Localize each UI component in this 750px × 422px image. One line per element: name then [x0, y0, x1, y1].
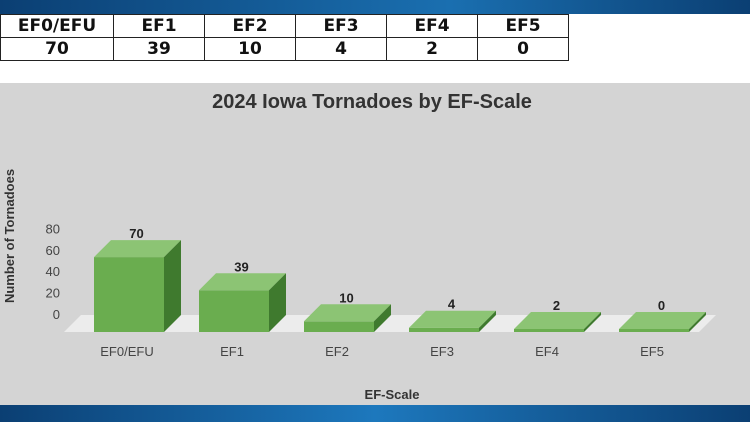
- bar: 4: [409, 297, 496, 332]
- top-banner: [0, 0, 750, 14]
- bar-front-face: [619, 329, 689, 332]
- bar-top-face: [304, 304, 391, 322]
- bar-data-label: 70: [129, 226, 143, 241]
- summary-value-cell: 70: [0, 37, 114, 61]
- bar-side-face: [164, 240, 181, 332]
- y-axis-ticks: 0 20 40 60 80: [46, 221, 60, 322]
- bar: 39: [199, 259, 286, 332]
- bar-side-face: [269, 273, 286, 332]
- summary-value-cell: 10: [204, 37, 296, 61]
- summary-header-cell: EF5: [477, 14, 569, 38]
- summary-header-cell: EF1: [113, 14, 205, 38]
- summary-header-cell: EF4: [386, 14, 478, 38]
- bar-top-face: [94, 240, 181, 258]
- bar-chart: 2024 Iowa Tornadoes by EF-Scale Number o…: [2, 91, 716, 402]
- bar-side-face: [479, 310, 496, 332]
- y-axis-label: Number of Tornadoes: [2, 169, 17, 303]
- x-tick-label: EF4: [535, 344, 559, 359]
- x-tick-label: EF5: [640, 344, 664, 359]
- summary-value-row: 70 39 10 4 2 0: [0, 37, 569, 61]
- bar-data-label: 10: [339, 290, 353, 305]
- bar-data-label: 2: [553, 298, 560, 313]
- summary-value-cell: 2: [386, 37, 478, 61]
- x-axis-label: EF-Scale: [365, 387, 420, 402]
- bar-side-face: [584, 312, 601, 332]
- summary-value-cell: 4: [295, 37, 387, 61]
- bar-side-face: [374, 304, 391, 332]
- bar-side-face: [689, 312, 706, 332]
- x-tick-label: EF2: [325, 344, 349, 359]
- bar-data-label: 0: [658, 298, 665, 313]
- bar: 70: [94, 226, 181, 332]
- bars: 70 39 10 4 2 0: [94, 226, 706, 332]
- bar-top-face: [619, 312, 706, 329]
- bar: 0: [619, 298, 706, 332]
- bar-front-face: [94, 257, 164, 332]
- x-tick-label: EF1: [220, 344, 244, 359]
- x-tick-label: EF0/EFU: [100, 344, 153, 359]
- bar-front-face: [514, 329, 584, 332]
- chart-title: 2024 Iowa Tornadoes by EF-Scale: [212, 91, 532, 113]
- bar-front-face: [409, 327, 479, 332]
- summary-header-cell: EF0/EFU: [0, 14, 114, 38]
- bar-front-face: [199, 290, 269, 332]
- summary-table: EF0/EFU EF1 EF2 EF3 EF4 EF5 70 39 10 4 2…: [0, 14, 569, 61]
- x-tick-label: EF3: [430, 344, 454, 359]
- y-tick-label: 20: [46, 286, 60, 301]
- y-tick-label: 0: [53, 307, 60, 322]
- bottom-banner: [0, 405, 750, 422]
- bar: 10: [304, 290, 391, 332]
- y-tick-label: 60: [46, 243, 60, 258]
- bar-front-face: [304, 321, 374, 332]
- bar-data-label: 39: [234, 259, 248, 274]
- summary-value-cell: 39: [113, 37, 205, 61]
- y-tick-label: 80: [46, 221, 60, 236]
- bar-top-face: [199, 273, 286, 291]
- y-tick-label: 40: [46, 264, 60, 279]
- summary-header-cell: EF2: [204, 14, 296, 38]
- summary-value-cell: 0: [477, 37, 569, 61]
- summary-header-cell: EF3: [295, 14, 387, 38]
- x-axis-ticks: EF0/EFU EF1 EF2 EF3 EF4 EF5: [100, 344, 664, 359]
- bar-data-label: 4: [448, 297, 456, 312]
- bar: 2: [514, 298, 601, 332]
- bar-top-face: [514, 312, 601, 329]
- summary-header-row: EF0/EFU EF1 EF2 EF3 EF4 EF5: [0, 14, 569, 38]
- bar-top-face: [409, 310, 496, 328]
